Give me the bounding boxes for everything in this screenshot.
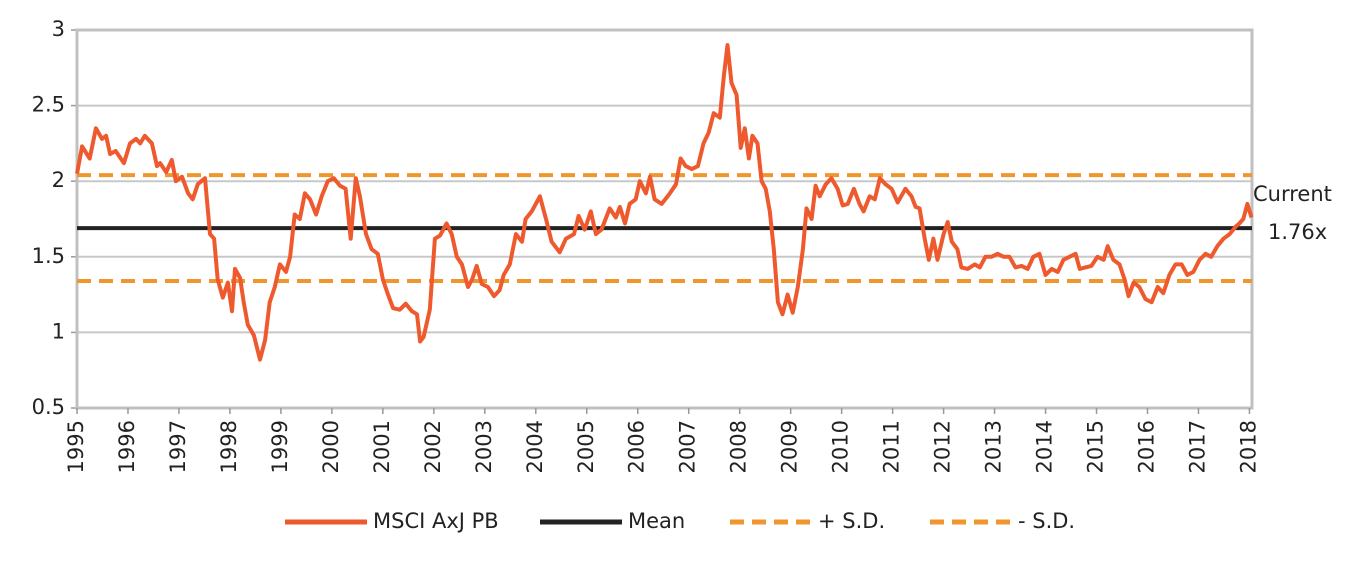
x-tick-label: 2016 xyxy=(1134,420,1158,473)
legend-label: + S.D. xyxy=(818,509,885,533)
y-tick-label: 1 xyxy=(52,319,65,343)
x-tick-label: 2002 xyxy=(421,420,445,473)
x-tick-label: 2008 xyxy=(727,420,751,473)
x-tick-label: 1996 xyxy=(115,420,139,473)
data-line xyxy=(75,43,1254,362)
x-tick-label: 2017 xyxy=(1185,420,1209,473)
legend-label: MSCI AxJ PB xyxy=(373,509,499,533)
x-tick-label: 2015 xyxy=(1084,420,1108,473)
x-tick-label: 1997 xyxy=(166,420,190,473)
annotation: Current xyxy=(1253,182,1332,206)
plot-frame xyxy=(75,28,1254,410)
y-tick-label: 3 xyxy=(52,17,65,41)
x-tick-label: 2011 xyxy=(880,420,904,473)
legend-label: - S.D. xyxy=(1018,509,1075,533)
x-tick-label: 2007 xyxy=(676,420,700,473)
annotation: 1.76x xyxy=(1268,220,1327,244)
x-tick-label: 2012 xyxy=(931,420,955,473)
legend-label: Mean xyxy=(628,509,685,533)
x-tick-label: 2001 xyxy=(370,420,394,473)
y-tick-label: 1.5 xyxy=(32,244,65,268)
x-tick-label: 2018 xyxy=(1236,420,1260,473)
x-tick-label: 2009 xyxy=(778,420,802,473)
x-tick-label: 1995 xyxy=(64,420,88,473)
y-tick-label: 2 xyxy=(52,168,65,192)
y-tick-label: 2.5 xyxy=(32,93,65,117)
x-tick-label: 2013 xyxy=(982,420,1006,473)
x-tick-label: 2006 xyxy=(625,420,649,473)
x-tick-label: 2014 xyxy=(1033,420,1057,473)
x-tick-label: 1998 xyxy=(217,420,241,473)
x-tick-label: 2010 xyxy=(829,420,853,473)
x-tick-label: 2003 xyxy=(472,420,496,473)
x-tick-label: 2004 xyxy=(523,420,547,473)
x-tick-label: 1999 xyxy=(268,420,292,473)
x-tick-label: 2000 xyxy=(319,420,343,473)
x-tick-label: 2005 xyxy=(574,420,598,473)
y-tick-label: 0.5 xyxy=(32,395,65,419)
